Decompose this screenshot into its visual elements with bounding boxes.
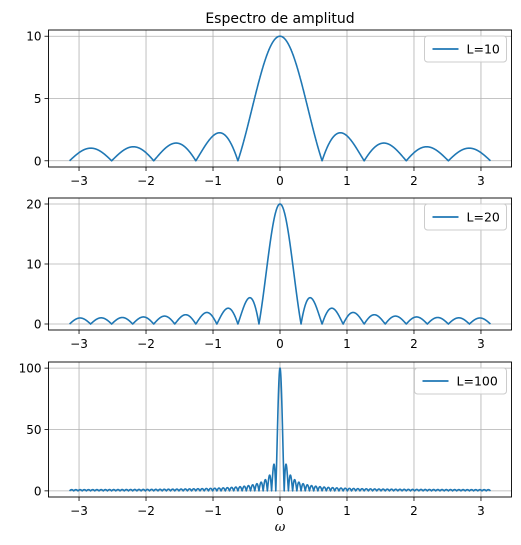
x-tick-label: 3 (477, 504, 485, 518)
series-line-l10 (68, 35, 492, 162)
y-tick-label: 0 (34, 484, 42, 498)
y-tick-label: 10 (26, 30, 41, 44)
x-tick-label: −1 (204, 504, 222, 518)
y-tick-label: 10 (26, 258, 41, 272)
legend-2: L=20 (424, 203, 507, 231)
x-tick-label: 0 (276, 174, 284, 188)
chart-title: Espectro de amplitud (205, 11, 354, 27)
ticks-3: −3 −2 −1 0 1 2 3 0 50 100 (19, 362, 485, 518)
y-tick-label: 5 (34, 92, 42, 106)
x-tick-label: −1 (204, 337, 222, 351)
y-tick-label: 100 (19, 362, 42, 376)
x-tick-label: −3 (70, 174, 88, 188)
x-tick-label: 2 (410, 174, 418, 188)
x-tick-label: −2 (137, 174, 155, 188)
x-tick-label: 2 (410, 504, 418, 518)
x-tick-label: −1 (204, 174, 222, 188)
x-tick-label: 2 (410, 337, 418, 351)
x-tick-label: 3 (477, 174, 485, 188)
x-tick-label: 0 (276, 504, 284, 518)
x-tick-label: 0 (276, 337, 284, 351)
x-tick-label: −2 (137, 337, 155, 351)
y-tick-label: 20 (26, 198, 41, 212)
series-line-l20 (68, 203, 492, 325)
legend-box-2 (424, 203, 507, 231)
x-tick-label: −2 (137, 504, 155, 518)
x-tick-label: 3 (477, 337, 485, 351)
legend-box-3 (414, 367, 507, 395)
legend-box-1 (424, 35, 507, 63)
legend-label-l10: L=10 (467, 42, 500, 57)
subplot-3: −3 −2 −1 0 1 2 3 0 50 100 L=100 ω (19, 361, 512, 535)
x-tick-label: 1 (343, 504, 351, 518)
y-tick-label: 50 (26, 423, 41, 437)
y-tick-label: 0 (34, 318, 42, 332)
axes-frame-2 (48, 197, 512, 331)
x-tick-label: −3 (70, 337, 88, 351)
legend-1: L=10 (424, 35, 507, 63)
y-tick-label: 0 (34, 154, 42, 168)
legend-3: L=100 (414, 367, 507, 395)
axes-frame-1 (48, 29, 512, 168)
x-tick-label: 1 (343, 337, 351, 351)
legend-label-l100: L=100 (457, 374, 498, 389)
ticks-1: −3 −2 −1 0 1 2 3 0 5 10 (26, 30, 485, 188)
x-tick-label: 1 (343, 174, 351, 188)
subplot-2: −3 −2 −1 0 1 2 3 0 10 20 L=20 (26, 197, 512, 352)
series-line-l100 (68, 367, 492, 492)
axes-frame-3 (48, 361, 512, 498)
subplot-1: Espectro de amplitud −3 −2 −1 0 1 2 3 0 5 10 L=10 (26, 11, 512, 188)
legend-label-l20: L=20 (467, 210, 500, 225)
x-tick-label: −3 (70, 504, 88, 518)
x-axis-label: ω (275, 520, 286, 535)
ticks-2: −3 −2 −1 0 1 2 3 0 10 20 (26, 198, 485, 352)
